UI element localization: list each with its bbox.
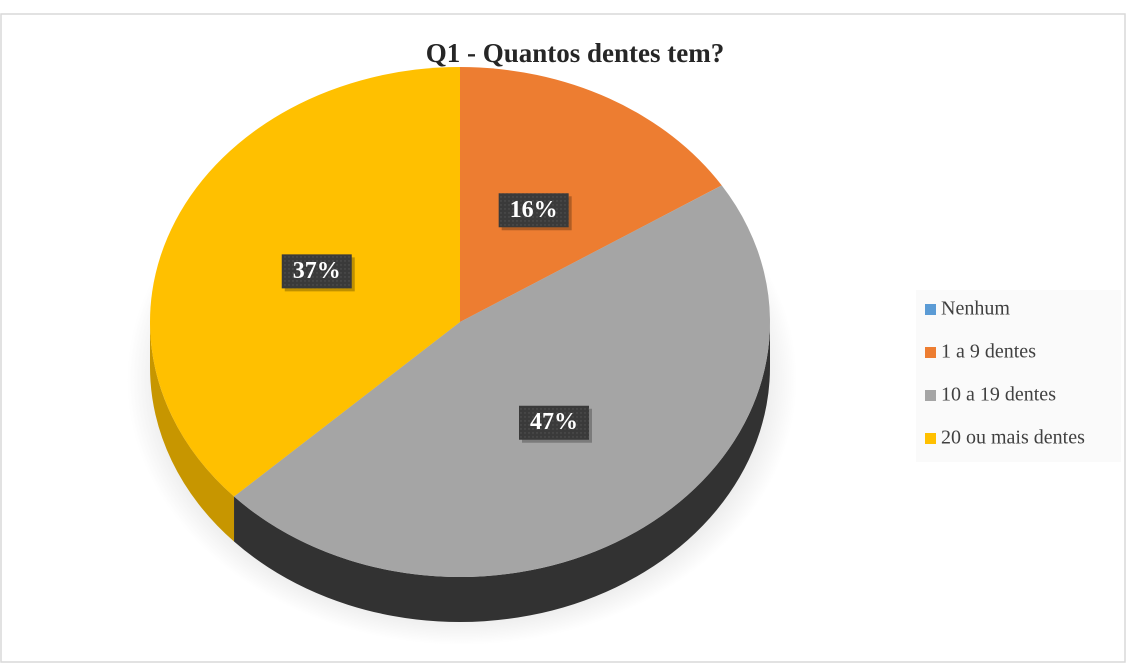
legend-label: 20 ou mais dentes <box>941 427 1085 449</box>
chart-title: Q1 - Quantos dentes tem? <box>426 38 725 68</box>
data-label: 16% <box>510 197 558 223</box>
legend-label: 1 a 9 dentes <box>941 341 1036 363</box>
data-label-box <box>498 193 569 228</box>
legend-label: 10 a 19 dentes <box>941 384 1056 406</box>
slice <box>234 185 771 578</box>
slice-side <box>234 322 771 623</box>
legend-box <box>916 290 1121 462</box>
data-label: 47% <box>530 409 578 435</box>
slice <box>460 67 722 322</box>
data-label-box <box>281 254 352 289</box>
slice-side <box>150 322 235 542</box>
legend-label: Nenhum <box>941 298 1010 320</box>
legend-swatch <box>925 347 936 358</box>
data-label-box <box>519 405 590 440</box>
legend-swatch <box>925 304 936 315</box>
legend-swatch <box>925 433 936 444</box>
data-label: 37% <box>293 258 341 284</box>
legend-swatch <box>925 390 936 401</box>
